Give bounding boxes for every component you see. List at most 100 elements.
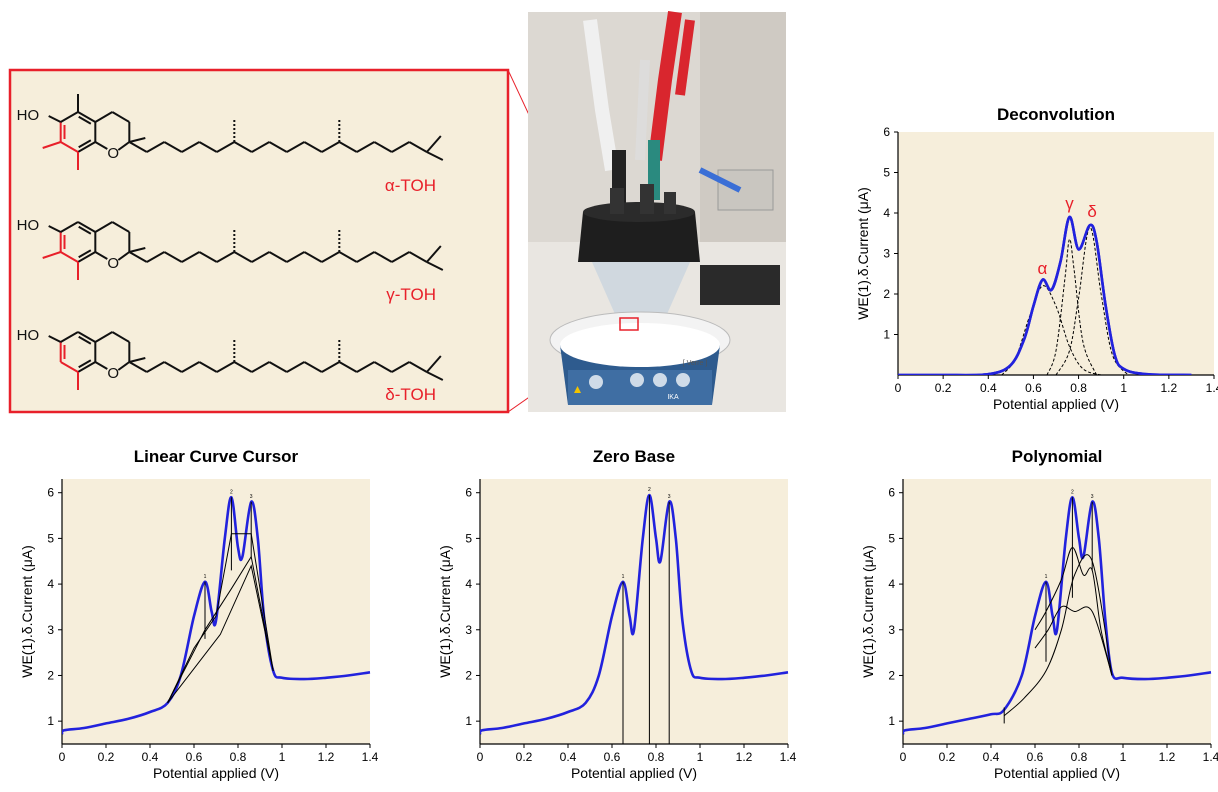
x-tick-label: 0.8 (1070, 381, 1087, 395)
y-tick-label: 3 (47, 623, 54, 637)
chain-bond (426, 355, 442, 373)
peak-number: 1 (1045, 574, 1048, 580)
cell-photo: IKA [ Verre ] (528, 10, 786, 412)
chart-linear-curve-cursor: Linear Curve Cursor 0 0.2 0.4 0.6 0.8 1 1.2 1.4 1… (19, 447, 379, 781)
x-tick-label: 1 (1120, 381, 1127, 395)
bond (111, 111, 130, 123)
electrode-marker (619, 317, 639, 331)
x-tick-label: 1.2 (318, 750, 335, 764)
peak-number: 3 (1091, 494, 1094, 500)
chain-bond (251, 141, 270, 153)
y-tick-label: 6 (888, 486, 895, 500)
bond (94, 141, 108, 150)
methyl-bond (42, 141, 61, 149)
chain-bond (338, 141, 358, 153)
x-tick-label: 0.6 (1027, 750, 1044, 764)
bond (117, 251, 130, 261)
y-axis-label: WE(1).δ.Current (μA) (855, 187, 871, 320)
chain-bond (426, 151, 444, 161)
chain-bond (198, 361, 218, 373)
x-tick-label: 0.4 (560, 750, 577, 764)
chain-bond (408, 141, 428, 153)
methyl-bond (42, 251, 61, 259)
bond (48, 225, 62, 233)
y-axis-label: WE(1).δ.Current (μA) (19, 545, 35, 678)
chain-bond (373, 361, 393, 373)
chain-bond (198, 141, 218, 153)
plot-area (903, 495, 1212, 735)
y-tick-label: 2 (465, 668, 472, 682)
bond (60, 141, 79, 153)
peak-number: 2 (230, 489, 233, 495)
x-tick-label: 1.4 (362, 750, 379, 764)
plot-background (898, 132, 1214, 375)
y-tick-label: 6 (465, 486, 472, 500)
double-bond (78, 115, 92, 125)
chart-title: Deconvolution (997, 105, 1115, 124)
methyl-bond (129, 357, 146, 363)
plot-background (903, 479, 1211, 744)
x-tick-label: 0.8 (230, 750, 247, 764)
y-tick-label: 1 (47, 714, 54, 728)
plot-area (898, 215, 1192, 375)
series-baseline-3 (1055, 226, 1129, 375)
gamma-toh-label: γ-TOH (386, 285, 436, 304)
plot-background (480, 479, 788, 744)
y-tick-label: 6 (883, 125, 890, 139)
y-tick-label: 2 (888, 668, 895, 682)
x-tick-label: 0.6 (186, 750, 203, 764)
y-tick-label: 4 (883, 206, 890, 220)
bond (94, 111, 113, 123)
chain-bond (181, 141, 200, 153)
charts-layer: Deconvolution00.20.40.60.811.21.4123456P… (19, 105, 1218, 781)
bond (60, 361, 79, 373)
chain-bond (303, 141, 323, 153)
peak-number: 1 (204, 574, 207, 580)
x-tick-label: 0 (895, 381, 902, 395)
chart-title: Zero Base (593, 447, 675, 466)
chain-bond (373, 141, 393, 153)
x-tick-label: 0.6 (1025, 381, 1042, 395)
bond (60, 221, 79, 233)
y-tick-label: 2 (47, 668, 54, 682)
chain-bond (426, 135, 442, 153)
bond (48, 335, 62, 343)
bond (77, 251, 96, 263)
chain-bond (408, 361, 428, 373)
chain-bond (426, 245, 442, 263)
series-baseline-1 (1003, 554, 1113, 717)
series-baseline-1 (1001, 285, 1102, 375)
chain-bond (181, 361, 200, 373)
chart-title: Polynomial (1012, 447, 1103, 466)
bond (77, 111, 96, 123)
chain-bond (268, 251, 288, 263)
chain-bond (128, 251, 148, 263)
hydroxyl-label: HO (17, 107, 39, 124)
y-tick-label: 1 (888, 714, 895, 728)
peak-number: 1 (622, 574, 625, 580)
y-tick-label: 3 (888, 623, 895, 637)
plot-area (62, 495, 371, 735)
peak-number: 2 (648, 487, 651, 493)
x-tick-label: 0.2 (939, 750, 956, 764)
x-tick-label: 0 (900, 750, 907, 764)
alpha-tocopherol-structure: HO O (17, 94, 444, 170)
double-bond (78, 335, 92, 345)
y-tick-label: 4 (888, 577, 895, 591)
series-baseline-2 (1046, 238, 1098, 375)
chain-bond (356, 141, 375, 153)
delta-toh-label: δ-TOH (385, 385, 436, 404)
structures-box (8, 68, 510, 414)
methyl-bond (129, 247, 146, 253)
x-tick-label: 1 (1120, 750, 1127, 764)
x-tick-label: 1.4 (1203, 750, 1218, 764)
x-axis-label: Potential applied (V) (993, 396, 1119, 412)
x-tick-label: 1.2 (1159, 750, 1176, 764)
chain-bond (216, 251, 235, 263)
x-tick-label: 0.2 (935, 381, 952, 395)
chain-bond (163, 251, 183, 263)
ring-oxygen-label: O (107, 145, 119, 162)
chain-bond (303, 251, 323, 263)
vessel-label: [ Verre ] (683, 360, 708, 367)
